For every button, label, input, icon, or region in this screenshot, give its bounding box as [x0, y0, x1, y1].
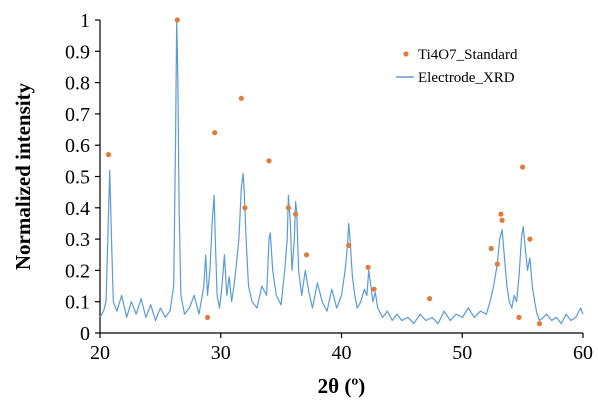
- ti4o7-standard-point: [174, 17, 180, 23]
- y-tick-label: 0.1: [65, 292, 90, 314]
- y-tick-label: 0.3: [65, 229, 90, 251]
- ti4o7-standard-point: [293, 211, 299, 217]
- y-tick-label: 1: [80, 10, 90, 32]
- y-tick-label: 0.8: [65, 73, 90, 95]
- ti4o7-standard-point: [346, 242, 352, 248]
- legend-marker-ti4o7: [403, 51, 409, 57]
- ti4o7-standard-point: [212, 130, 218, 136]
- x-tick-label: 30: [211, 342, 231, 364]
- y-tick-label: 0.7: [65, 104, 90, 126]
- ti4o7-standard-point: [105, 152, 112, 158]
- ti4o7-standard-point: [499, 217, 505, 223]
- ti4o7-standard-point: [266, 158, 272, 164]
- ticks-group: 20 30 40 50 60 0 0.1 0.2 0.3 0.4 0.5 0.6 0.7 0.8 0.9 1: [65, 10, 593, 364]
- x-axis-title: 2θ (º): [318, 374, 366, 398]
- ti4o7-standard-point: [427, 296, 433, 302]
- ti4o7-standard-point: [488, 245, 494, 252]
- ti4o7-standard-point: [204, 314, 211, 320]
- legend-label-ti4o7: Ti4O7_Standard: [418, 47, 518, 63]
- ti4o7-standard-point: [285, 205, 291, 211]
- series-group: [99, 17, 584, 327]
- ti4o7-standard-point: [365, 264, 371, 270]
- legend: Ti4O7_Standard Electrode_XRD: [396, 47, 518, 86]
- electrode-xrd-line: [99, 19, 584, 325]
- x-tick-label: 50: [452, 342, 472, 364]
- y-tick-label: 0.5: [65, 167, 90, 189]
- ti4o7-standard-point: [536, 321, 543, 327]
- ti4o7-standard-point: [520, 164, 526, 170]
- ti4o7-standard-point: [516, 314, 522, 320]
- y-tick-label: 0.2: [65, 260, 90, 282]
- x-tick-label: 40: [332, 342, 352, 364]
- axes-group: [99, 20, 583, 334]
- ti4o7-standard-point: [242, 205, 248, 211]
- y-axis-title: Normalized intensity: [11, 82, 35, 270]
- y-tick-label: 0.9: [65, 41, 90, 63]
- ti4o7-standard-point: [494, 261, 500, 267]
- ti4o7-standard-point: [527, 236, 533, 242]
- legend-label-electrode: Electrode_XRD: [418, 70, 515, 86]
- y-tick-label: 0.4: [65, 198, 90, 220]
- y-tick-label: 0: [80, 323, 90, 345]
- x-tick-label: 60: [573, 342, 593, 364]
- ti4o7-standard-point: [371, 286, 377, 292]
- ti4o7-standard-point: [303, 252, 310, 258]
- x-tick-label: 20: [90, 342, 110, 364]
- ti4o7-standard-point: [238, 95, 244, 101]
- y-tick-label: 0.6: [65, 135, 90, 157]
- ti4o7-standard-point: [498, 211, 504, 217]
